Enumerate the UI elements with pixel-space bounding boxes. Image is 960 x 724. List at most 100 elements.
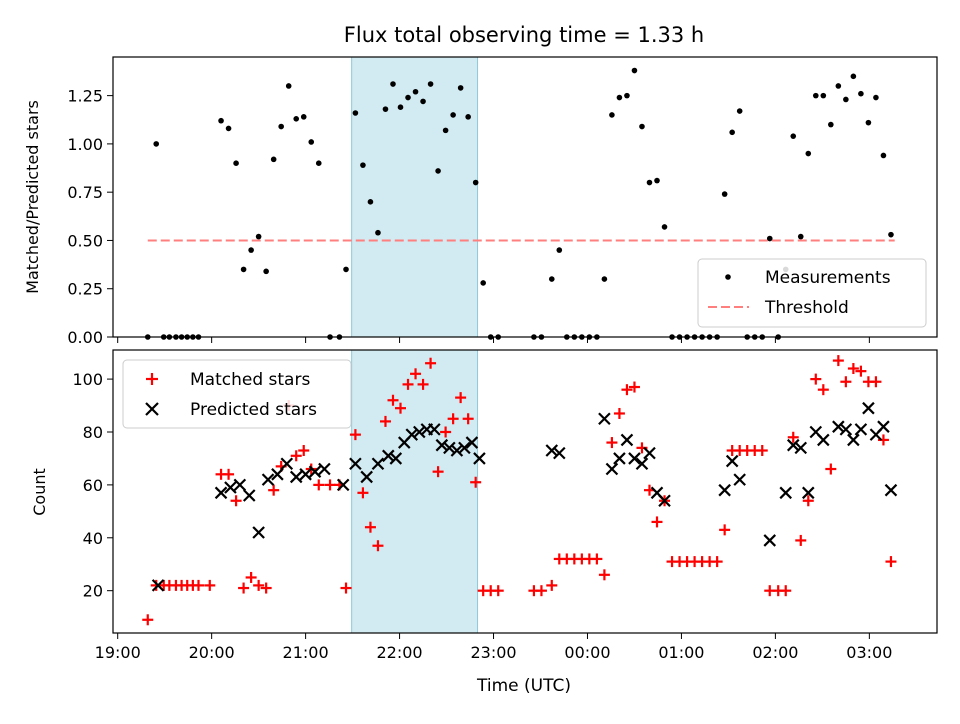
matched-star-point: [440, 426, 452, 438]
predicted-star-point: [605, 462, 619, 476]
measurement-point: [721, 191, 728, 197]
matched-star-point: [253, 579, 265, 591]
matched-star-point: [651, 516, 663, 528]
matched-star-point: [204, 579, 216, 591]
matched-star-point: [349, 429, 361, 441]
measurement-point: [397, 104, 404, 111]
predicted-star-point: [847, 433, 860, 447]
predicted-star-point: [151, 579, 165, 592]
matched-star-point: [492, 585, 504, 597]
predicted-star-point: [884, 483, 898, 497]
predicted-star-point: [261, 473, 275, 486]
x-tick-label: 20:00: [189, 643, 235, 662]
matched-star-point: [238, 582, 250, 594]
matched-star-point: [825, 463, 837, 475]
legend-measurements-label: Measurements: [765, 268, 891, 288]
top-y-axis: 0.00 0.25 0.50 0.75 1.00 1.25: [67, 87, 113, 347]
matched-star-point: [636, 442, 648, 454]
predicted-star-point: [613, 452, 626, 465]
matched-star-point: [840, 376, 852, 388]
measurement-point: [375, 229, 381, 236]
matched-star-point: [598, 569, 610, 581]
matched-star-point: [628, 381, 640, 393]
legend-matched-marker: [146, 373, 158, 385]
matched-star-point: [193, 579, 205, 591]
measurement-point: [435, 168, 441, 174]
top-y-tick-label: 1.00: [67, 135, 103, 154]
predicted-star-point: [839, 423, 853, 436]
measurement-point: [457, 85, 464, 91]
measurement-point: [729, 129, 735, 136]
measurement-point: [240, 266, 247, 273]
predicted-star-point: [308, 465, 322, 478]
top-y-tick-label: 0.25: [67, 280, 103, 299]
predicted-star-point: [817, 433, 830, 447]
measurement-point: [248, 247, 254, 253]
measurement-point: [293, 115, 300, 122]
measurement-point: [480, 280, 486, 286]
predicted-star-point: [389, 452, 403, 465]
matched-star-point: [756, 445, 768, 457]
measurement-point: [624, 92, 630, 99]
measurement-point: [766, 235, 773, 242]
matched-star-point: [455, 392, 467, 404]
measurement-point: [255, 233, 262, 240]
top-y-axis-label: Matched/Predicted stars: [23, 100, 42, 294]
measurement-point: [616, 94, 623, 101]
bottom-y-axis: 20 40 60 80 100: [72, 370, 113, 601]
measurement-point: [609, 112, 615, 118]
x-tick-label: 01:00: [658, 643, 704, 662]
matched-star-point: [387, 394, 399, 406]
predicted-star-point: [763, 534, 777, 547]
matched-star-point: [787, 431, 799, 443]
measurement-point: [858, 90, 864, 97]
measurement-point: [367, 199, 374, 205]
predicted-star-point: [598, 412, 611, 426]
matched-star-point: [372, 540, 384, 552]
matched-star-point: [364, 521, 376, 533]
x-tick-label: 02:00: [752, 643, 798, 662]
matched-star-point: [546, 579, 558, 591]
predicted-star-point: [289, 470, 303, 484]
measurement-point: [390, 81, 396, 87]
measurement-point: [263, 268, 269, 275]
legend-measurements-marker: [725, 274, 731, 280]
matched-star-point: [621, 384, 633, 396]
bottom-y-axis-label: Count: [30, 468, 49, 516]
x-tick-label: 22:00: [377, 643, 423, 662]
top-y-tick-label: 1.25: [67, 87, 103, 106]
predicted-star-point: [832, 420, 845, 433]
measurement-point: [843, 96, 849, 103]
bottom-y-tick-label: 20: [83, 582, 103, 601]
matched-star-point: [606, 437, 618, 449]
measurement-point: [308, 139, 315, 145]
matched-star-point: [817, 384, 829, 396]
measurement-point: [343, 266, 349, 273]
measurement-point: [835, 83, 842, 89]
matched-star-point: [855, 365, 867, 377]
legend-predicted-marker: [145, 402, 159, 416]
matched-star-point: [847, 363, 859, 375]
matched-star-point: [462, 413, 474, 425]
predicted-star-point: [252, 526, 265, 539]
predicted-star-point: [318, 462, 331, 476]
matched-star-point: [613, 407, 625, 419]
predicted-star-point: [405, 428, 419, 441]
measurement-point: [233, 160, 239, 167]
predicted-star-point: [465, 436, 479, 449]
measurement-point: [285, 83, 292, 89]
measurement-point: [556, 247, 563, 253]
top-legend-box: [697, 258, 927, 328]
predicted-star-point: [428, 423, 441, 436]
x-tick-label: 23:00: [470, 643, 516, 662]
legend-predicted-label: Predicted stars: [190, 400, 317, 420]
matched-star-point: [230, 495, 242, 507]
predicted-star-point: [628, 452, 641, 465]
measurement-point: [412, 88, 419, 95]
bottom-panel-highlight: [351, 349, 479, 634]
predicted-star-point: [242, 489, 256, 502]
measurement-point: [805, 150, 812, 157]
x-tick-label: 03:00: [846, 643, 892, 662]
predicted-star-point: [658, 494, 671, 508]
bottom-y-tick-label: 100: [72, 370, 103, 389]
